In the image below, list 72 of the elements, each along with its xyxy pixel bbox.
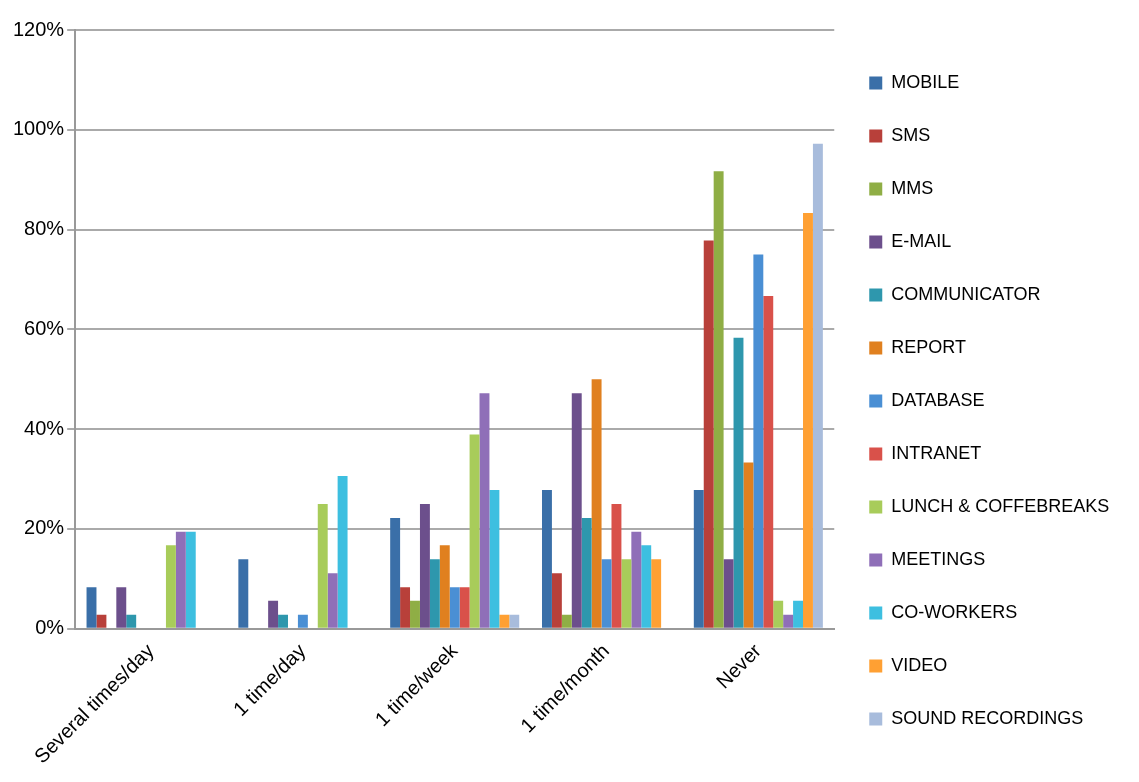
bar bbox=[611, 503, 622, 628]
bar bbox=[753, 254, 764, 628]
bar bbox=[327, 573, 338, 628]
legend-label: INTRANET bbox=[891, 442, 982, 463]
bar bbox=[337, 475, 348, 628]
bar bbox=[693, 489, 704, 628]
bar bbox=[713, 171, 724, 628]
bar bbox=[297, 614, 308, 628]
bar bbox=[238, 559, 249, 628]
bar bbox=[542, 489, 552, 628]
bar bbox=[631, 531, 642, 628]
bar bbox=[733, 337, 744, 628]
legend-label: SOUND RECORDINGS bbox=[891, 707, 1084, 728]
legend-label: SMS bbox=[891, 124, 931, 145]
bar bbox=[641, 545, 652, 628]
bar bbox=[317, 503, 328, 628]
bar bbox=[703, 240, 714, 628]
bar bbox=[601, 559, 612, 628]
legend-label: VIDEO bbox=[891, 654, 948, 675]
bar bbox=[551, 573, 562, 628]
legend-label: E-MAIL bbox=[891, 230, 952, 251]
bar bbox=[459, 587, 470, 628]
legend-label: LUNCH & COFFEBREAKS bbox=[891, 495, 1110, 516]
bar bbox=[449, 587, 460, 628]
legend-label: MEETINGS bbox=[891, 548, 986, 569]
y-tick-label: 100% bbox=[13, 117, 65, 140]
bar bbox=[400, 587, 411, 628]
bar bbox=[116, 587, 127, 628]
legend-label: CO-WORKERS bbox=[891, 601, 1018, 622]
bar bbox=[571, 393, 582, 628]
bar bbox=[812, 143, 823, 628]
bar bbox=[651, 559, 662, 628]
bar bbox=[581, 517, 592, 628]
bar bbox=[561, 614, 572, 628]
bar bbox=[126, 614, 137, 628]
bar bbox=[185, 531, 196, 628]
y-tick-label: 0% bbox=[35, 616, 65, 639]
bar bbox=[621, 559, 632, 628]
bar bbox=[591, 379, 602, 628]
bar bbox=[278, 614, 288, 628]
y-tick-label: 20% bbox=[24, 516, 65, 539]
bar bbox=[175, 531, 186, 628]
y-tick-label: 120% bbox=[13, 17, 65, 40]
bar bbox=[783, 614, 794, 628]
bar bbox=[509, 614, 520, 628]
bar bbox=[763, 295, 774, 628]
y-tick-label: 60% bbox=[24, 316, 65, 339]
bar bbox=[390, 517, 401, 628]
legend-label: COMMUNICATOR bbox=[891, 283, 1041, 304]
bar bbox=[793, 600, 804, 628]
bar bbox=[743, 462, 754, 628]
bar bbox=[410, 600, 420, 628]
legend-label: DATABASE bbox=[891, 389, 985, 410]
legend-label: MMS bbox=[891, 177, 934, 198]
bar bbox=[489, 489, 500, 628]
legend-label: REPORT bbox=[891, 336, 966, 357]
bar bbox=[429, 559, 440, 628]
bar bbox=[803, 213, 813, 628]
bar bbox=[165, 545, 176, 628]
y-tick-label: 80% bbox=[24, 217, 65, 240]
bar bbox=[499, 614, 510, 628]
bar bbox=[723, 559, 734, 628]
bar bbox=[479, 393, 490, 628]
bar bbox=[419, 503, 430, 628]
y-tick-label: 40% bbox=[24, 416, 65, 439]
bar bbox=[86, 587, 97, 628]
bar bbox=[439, 545, 450, 628]
bar bbox=[96, 614, 107, 628]
bar bbox=[469, 434, 480, 628]
legend-label: MOBILE bbox=[891, 71, 960, 92]
bar bbox=[268, 600, 279, 628]
bar bbox=[773, 600, 784, 628]
